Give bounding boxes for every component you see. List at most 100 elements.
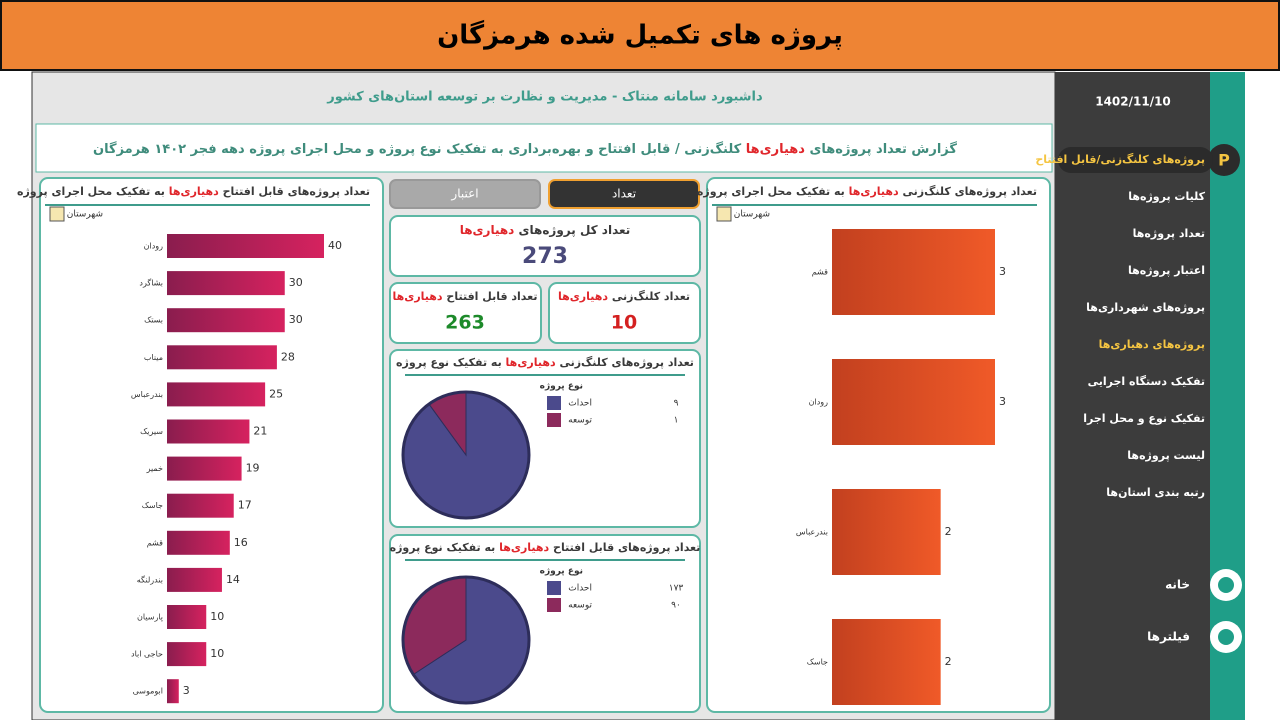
- banner-title: پروژه های تکمیل شده هرمزگان: [437, 20, 843, 51]
- category-label: خمیر: [146, 464, 163, 473]
- value-label: 16: [234, 536, 248, 549]
- value-label: 30: [289, 313, 303, 326]
- legend-title: نوع پروژه: [540, 567, 583, 577]
- tab[interactable]: [389, 179, 541, 209]
- bar: [832, 359, 995, 445]
- kpi-box: [548, 282, 701, 344]
- legend-value: ۹۰: [671, 601, 681, 611]
- legend-value: ۱: [674, 416, 679, 426]
- category-label: قشم: [812, 268, 828, 277]
- bar: [167, 382, 266, 407]
- category-label: بندرلنگه: [137, 574, 163, 584]
- legend-label: توسعه: [568, 416, 592, 426]
- drill-icon: [716, 206, 732, 222]
- kpi-title-part: تعداد کلنگ‌زنی: [608, 289, 690, 303]
- value-label: 40: [328, 239, 342, 252]
- bar: [167, 308, 285, 333]
- legend-swatch: [547, 396, 561, 410]
- bar-title: تعداد پروژه‌های کلنگ‌زنی دهیاری‌ها به تف…: [697, 184, 1037, 198]
- bar: [167, 271, 285, 296]
- legend-value: ۱۷۳: [669, 584, 684, 594]
- menu-item[interactable]: لیست پروژه‌ها: [1127, 449, 1205, 462]
- bar-panel: [39, 177, 384, 713]
- legend-label: احداث: [568, 399, 592, 409]
- report-title-part: دهیاری‌ها: [746, 142, 806, 157]
- value-label: 3: [999, 395, 1006, 408]
- kpi-title-part: دهیاری‌ها: [393, 290, 443, 303]
- kpi-value: 10: [611, 312, 637, 334]
- pie-title: تعداد پروژه‌های قابل افتتاح دهیاری‌ها به…: [390, 541, 701, 554]
- value-label: 10: [210, 647, 224, 660]
- axis-label: شهرستان: [67, 210, 103, 220]
- menu-item[interactable]: تعداد پروژه‌ها: [1133, 227, 1205, 240]
- category-label: جاسک: [807, 658, 828, 667]
- logo-icon: P: [1218, 151, 1230, 170]
- home-button[interactable]: خانه: [1165, 578, 1190, 592]
- menu-item[interactable]: رتبه بندی استان‌ها: [1106, 486, 1205, 499]
- bar: [167, 605, 207, 629]
- kpi-title: تعداد کل پروژه‌های دهیاری‌ها: [460, 223, 631, 238]
- value-label: 2: [945, 655, 952, 668]
- kpi-title-part: دهیاری‌ها: [460, 223, 515, 237]
- kpi-title-part: دهیاری‌ها: [558, 290, 608, 303]
- bar-title-part: به تفکیک محل اجرای پروژه: [17, 185, 169, 198]
- value-label: 3: [999, 265, 1006, 278]
- bar: [167, 567, 222, 592]
- pie-title-part: به تفکیک نوع پروژه: [396, 356, 506, 369]
- bar: [167, 234, 324, 258]
- filters-button[interactable]: فیلترها: [1147, 630, 1190, 644]
- bar: [832, 619, 941, 705]
- value-label: 21: [253, 425, 267, 438]
- tab[interactable]: [548, 179, 700, 209]
- bar: [832, 489, 941, 575]
- category-label: سیریک: [140, 427, 163, 436]
- bar: [167, 642, 207, 667]
- menu-item[interactable]: کلیات پروژه‌ها: [1128, 190, 1205, 203]
- category-label: ابوموسی: [133, 687, 163, 696]
- kpi-title: تعداد قابل افتتاح دهیاری‌ها: [393, 290, 538, 303]
- kpi-value: 273: [522, 244, 568, 269]
- legend-value: ۹: [674, 399, 679, 409]
- menu-item[interactable]: پروژه‌های کلنگ‌زنی/قابل افتتاح: [1035, 152, 1205, 166]
- content: داشبورد سامانه منتاک - مدیریت و نظارت بر…: [17, 90, 1242, 713]
- sidebar-strip: [1210, 72, 1245, 720]
- value-label: 17: [238, 499, 252, 512]
- bar-title-part: دهیاری‌ها: [169, 185, 219, 198]
- banner: [0, 0, 1280, 71]
- bar: [167, 530, 230, 555]
- legend-title: نوع پروژه: [540, 382, 583, 392]
- filters-icon-dot: [1218, 629, 1234, 645]
- report-title-part: گزارش تعداد پروژه‌های: [805, 141, 957, 157]
- category-label: رودان: [809, 398, 829, 407]
- bar: [167, 345, 277, 370]
- category-label: میناب: [144, 353, 163, 362]
- tab-label[interactable]: تعداد: [612, 187, 636, 201]
- legend-swatch: [547, 598, 561, 612]
- value-label: 10: [210, 610, 224, 623]
- legend-label: توسعه: [568, 601, 592, 611]
- bar: [167, 679, 179, 704]
- menu-item[interactable]: تفکیک دستگاه اجرایی: [1088, 375, 1205, 388]
- category-label: بستک: [144, 316, 163, 325]
- bar-title: تعداد پروژه‌های قابل افتتاح دهیاری‌ها به…: [17, 185, 370, 198]
- category-label: بندرعباس: [796, 528, 828, 537]
- category-label: بندرعباس: [131, 390, 163, 399]
- menu-item[interactable]: پروژه‌های شهرداری‌ها: [1086, 301, 1205, 314]
- bar: [167, 419, 250, 444]
- value-label: 25: [269, 387, 283, 400]
- report-title-part: کلنگ‌زنی / قابل افتتاح و بهره‌برداری به …: [93, 141, 746, 157]
- category-label: حاجی اباد: [131, 650, 163, 659]
- kpi-title-part: تعداد قابل افتتاح: [443, 290, 538, 303]
- legend-label: احداث: [568, 584, 592, 594]
- menu-item[interactable]: اعتبار پروژه‌ها: [1128, 264, 1205, 277]
- kpi-title: تعداد کلنگ‌زنی دهیاری‌ها: [558, 289, 690, 303]
- axis-label: شهرستان: [734, 210, 770, 220]
- menu-item[interactable]: تفکیک نوع و محل اجرا: [1083, 412, 1205, 425]
- menu-active-bg: [1058, 147, 1213, 173]
- pie-title-part: دهیاری‌ها: [499, 541, 549, 554]
- tab-label[interactable]: اعتبار: [450, 187, 478, 202]
- bar-title-part: دهیاری‌ها: [849, 185, 899, 198]
- value-label: 2: [945, 525, 952, 538]
- menu-item[interactable]: پروژه‌های دهیاری‌ها: [1099, 338, 1205, 351]
